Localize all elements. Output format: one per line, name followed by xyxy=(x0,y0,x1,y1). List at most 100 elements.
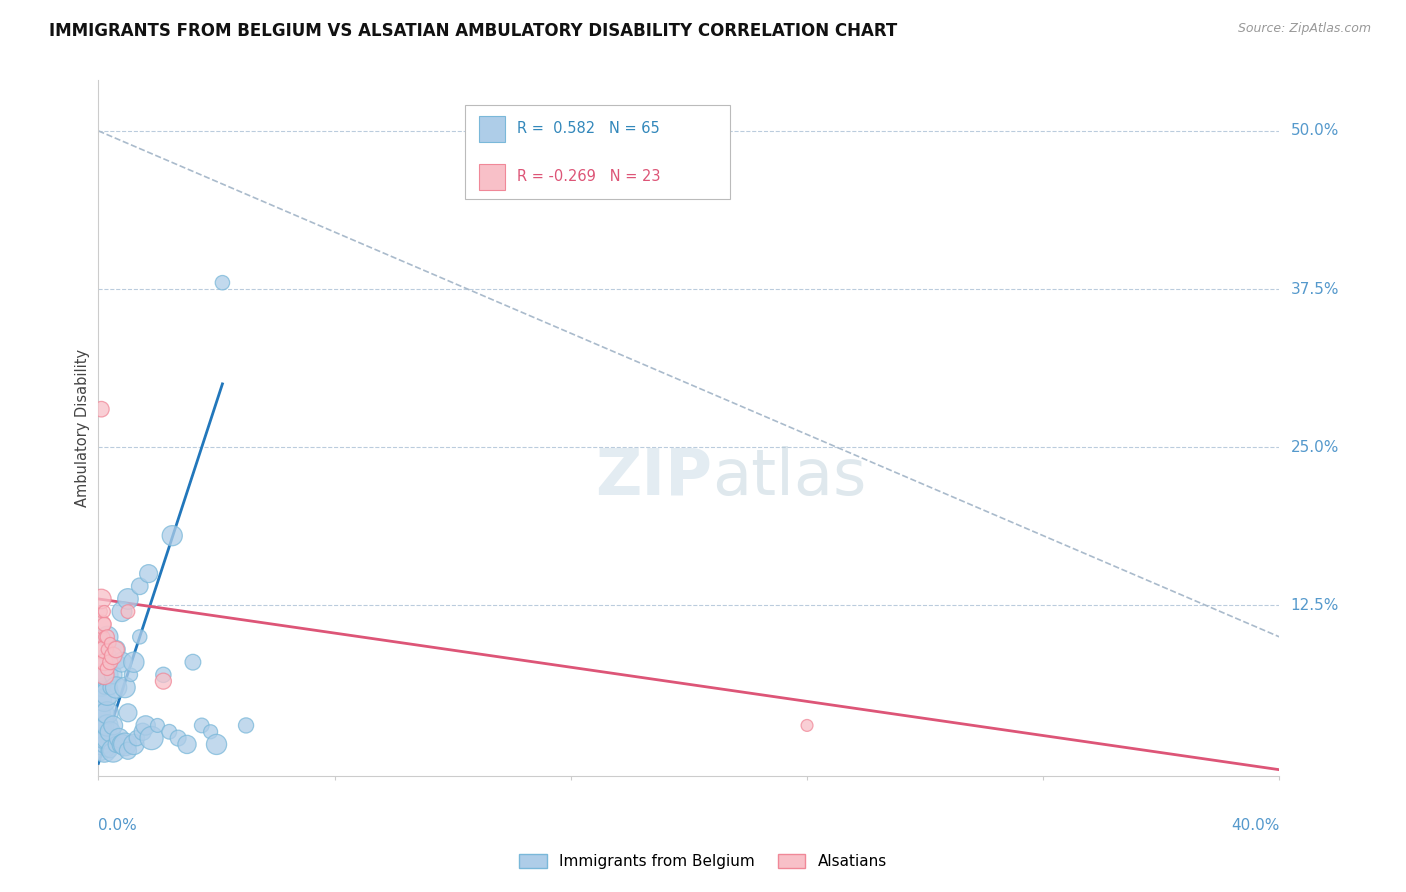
Point xyxy=(152,668,174,682)
Point xyxy=(211,276,233,290)
Point xyxy=(103,648,125,663)
Point xyxy=(93,605,115,619)
Point xyxy=(93,681,115,695)
Point xyxy=(96,718,118,732)
Point xyxy=(96,630,118,644)
Point xyxy=(181,655,204,669)
Point xyxy=(90,591,112,606)
Point xyxy=(93,693,115,707)
Point xyxy=(96,687,118,701)
Point xyxy=(96,706,118,720)
Point xyxy=(114,738,136,752)
Text: IMMIGRANTS FROM BELGIUM VS ALSATIAN AMBULATORY DISABILITY CORRELATION CHART: IMMIGRANTS FROM BELGIUM VS ALSATIAN AMBU… xyxy=(49,22,897,40)
Point xyxy=(105,681,128,695)
Point xyxy=(90,718,112,732)
Point xyxy=(93,744,115,758)
Point xyxy=(200,724,222,739)
Point xyxy=(122,738,145,752)
Text: 25.0%: 25.0% xyxy=(1291,440,1339,455)
Point xyxy=(157,724,180,739)
Point xyxy=(111,655,134,669)
Text: 37.5%: 37.5% xyxy=(1291,282,1339,296)
Point xyxy=(90,402,112,417)
Point xyxy=(103,718,125,732)
Point xyxy=(93,630,115,644)
FancyBboxPatch shape xyxy=(478,164,505,190)
Point xyxy=(103,744,125,758)
Point xyxy=(93,668,115,682)
Point xyxy=(93,738,115,752)
Point xyxy=(105,738,128,752)
Point xyxy=(98,724,121,739)
Text: R =  0.582   N = 65: R = 0.582 N = 65 xyxy=(516,121,659,136)
Legend: Immigrants from Belgium, Alsatians: Immigrants from Belgium, Alsatians xyxy=(513,848,893,875)
Point xyxy=(146,718,169,732)
Point xyxy=(90,617,112,632)
Y-axis label: Ambulatory Disability: Ambulatory Disability xyxy=(75,349,90,508)
Point xyxy=(93,731,115,745)
Point xyxy=(90,693,112,707)
Point xyxy=(152,674,174,689)
Point xyxy=(96,661,118,675)
Point xyxy=(93,642,115,657)
Point xyxy=(98,681,121,695)
Point xyxy=(108,731,131,745)
Point xyxy=(141,731,163,745)
Point xyxy=(90,668,112,682)
Text: 0.0%: 0.0% xyxy=(98,818,138,833)
Point xyxy=(93,655,115,669)
Point xyxy=(162,529,183,543)
Point xyxy=(114,681,136,695)
Point xyxy=(135,718,157,732)
Point xyxy=(98,636,121,650)
Point xyxy=(96,744,118,758)
Text: R = -0.269   N = 23: R = -0.269 N = 23 xyxy=(516,169,659,185)
Point xyxy=(90,605,112,619)
Point xyxy=(90,681,112,695)
Point xyxy=(205,738,228,752)
Point xyxy=(108,655,131,669)
Point xyxy=(120,668,142,682)
Point xyxy=(128,630,150,644)
Point xyxy=(96,668,118,682)
Point xyxy=(96,630,118,644)
Point xyxy=(122,655,145,669)
Point xyxy=(98,744,121,758)
Point xyxy=(105,642,128,657)
Point xyxy=(167,731,190,745)
Point xyxy=(128,579,150,593)
Point xyxy=(98,655,121,669)
Point xyxy=(235,718,257,732)
Point xyxy=(105,642,128,657)
Point xyxy=(90,642,112,657)
Point xyxy=(117,706,139,720)
Point xyxy=(93,655,115,669)
Point xyxy=(138,566,160,581)
Text: ZIP: ZIP xyxy=(596,446,713,508)
FancyBboxPatch shape xyxy=(478,116,505,142)
Point xyxy=(117,605,139,619)
Point xyxy=(90,655,112,669)
Point xyxy=(103,668,125,682)
Text: 50.0%: 50.0% xyxy=(1291,123,1339,138)
Text: Source: ZipAtlas.com: Source: ZipAtlas.com xyxy=(1237,22,1371,36)
Point xyxy=(90,744,112,758)
Point xyxy=(96,648,118,663)
Point xyxy=(90,630,112,644)
Text: atlas: atlas xyxy=(713,446,868,508)
Point xyxy=(117,591,139,606)
Point xyxy=(117,744,139,758)
Point xyxy=(93,706,115,720)
Point xyxy=(125,731,148,745)
Point xyxy=(191,718,214,732)
Point xyxy=(132,724,155,739)
Point xyxy=(111,605,134,619)
FancyBboxPatch shape xyxy=(464,104,730,199)
Point xyxy=(90,738,112,752)
Text: 40.0%: 40.0% xyxy=(1232,818,1279,833)
Point xyxy=(90,724,112,739)
Point xyxy=(96,731,118,745)
Point xyxy=(796,718,818,732)
Text: 12.5%: 12.5% xyxy=(1291,598,1339,613)
Point xyxy=(93,718,115,732)
